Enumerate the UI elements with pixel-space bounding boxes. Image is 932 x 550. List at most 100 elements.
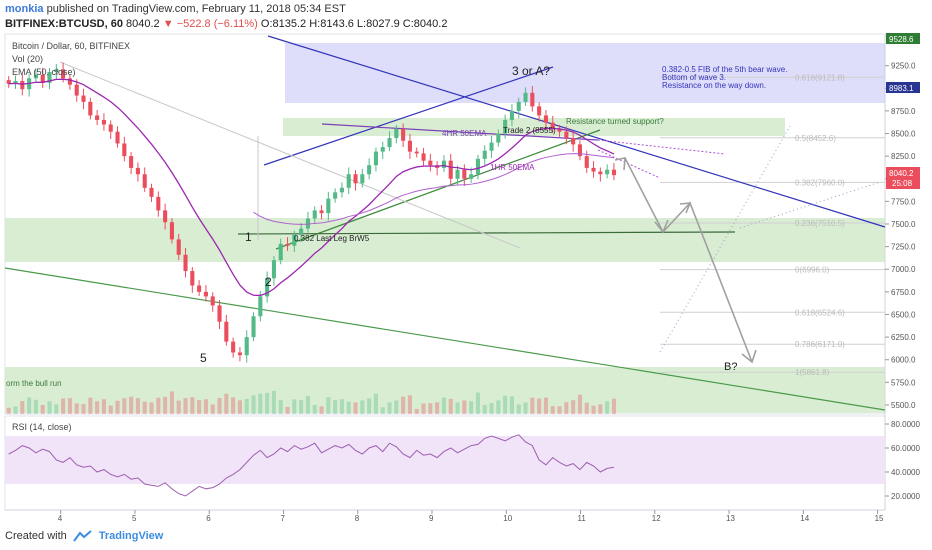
projection-path [614,157,757,364]
volume-bar [516,404,521,414]
volume-bar [231,397,236,414]
candle-body [441,160,446,168]
time-tick-label: 13 [726,514,735,523]
time-tick-label: 8 [355,514,360,523]
candle-body [414,151,419,154]
candle-body [475,158,480,175]
volume-bar [441,397,446,414]
time-tick-label: 14 [800,514,809,523]
tradingview-link[interactable]: TradingView [98,530,164,542]
candle-body [265,278,270,297]
candle-body [550,122,555,129]
candle-body [611,169,616,176]
wave-3-label: 3 or A? [512,64,550,78]
volume-bar [530,397,535,414]
candle-body [108,124,113,132]
candle-body [95,115,100,120]
support-zone-lower [5,367,885,413]
price-chart[interactable]: 0.618(9121.8) 0.5(8452.6) 0.382(7960.0) 0.2… [0,30,932,550]
volume-bar [571,400,576,414]
level-price-badge [886,82,920,93]
candle-body [135,167,140,175]
volume-bar [401,396,406,414]
volume-bar [407,395,412,414]
volume-bar [278,400,283,414]
level-price-text: 8983.1 [889,84,914,93]
author-link[interactable]: monkia [5,3,44,15]
volume-bar [183,398,188,414]
candle-body [74,84,79,96]
volume-bar [605,401,610,414]
ohlc-line: BITFINEX:BTCUSD, 60 8040.2 ▼ −522.8 (−6.… [5,18,447,30]
channel-upper-line [263,66,554,166]
volume-bar [210,404,215,414]
footer: Created with TradingView [5,530,163,542]
volume-bar [299,400,304,414]
falling-trendline [267,35,886,228]
fib-box-line-1: 0.382-0.5 FIB of the 5th bear wave. [662,65,787,74]
candle-body [224,321,229,342]
candle-body [197,285,202,292]
volume-bar [61,398,66,414]
candle-body [305,218,310,229]
candle-body [271,260,276,279]
volume-bar [496,400,501,414]
volume-bar [271,390,276,414]
volume-bar [81,404,86,414]
price-tick-label: 8250.0 [891,152,916,161]
fib-label: 1(5861.8) [795,368,830,377]
volume-bar [353,402,358,414]
candle-body [292,234,297,246]
volume-bar [373,393,378,414]
volume-bar [135,398,140,414]
price-tick-label: 5500.0 [891,401,916,410]
candle-body [516,101,521,111]
time-tick-label: 15 [875,514,884,523]
trendlines [4,35,886,411]
volume-bar [203,399,208,414]
price-tick-label: 8750.0 [891,107,916,116]
tradingview-logo-icon [72,530,92,542]
candle-body [54,69,59,72]
candle-body [455,169,460,179]
volume-bar [169,391,174,414]
volume-bar [224,393,229,414]
fib-label: 0.786(6171.0) [795,340,845,349]
time-tick-label: 4 [58,514,63,523]
last-leg-line [237,231,736,235]
diagonal-guide [59,61,521,249]
volume-bar [305,395,310,414]
candle-body [387,138,392,148]
candle-body [203,291,208,297]
candle-body [231,341,236,353]
volume-bar [13,406,18,414]
last-leg-label: 0.382 Last Leg BrW5 [294,234,370,243]
volume-bar [33,399,38,414]
candle-body [142,174,147,188]
fib-box-line-2: Bottom of wave 3. [662,73,726,82]
volume-bar [190,397,195,414]
candle-body [326,198,331,214]
volume-bar [108,405,113,414]
rsi-tick-label: 60.0000 [891,444,920,453]
wave-1-label: 1 [245,230,252,244]
volume-bar [598,404,603,414]
candle-body [360,174,365,184]
resistance-line [321,123,599,141]
support-zone-upper [283,118,785,136]
volume-bar [285,406,290,414]
fib-resistance-zone [285,43,885,103]
rsi-tick-label: 20.0000 [891,492,920,501]
rsi-line [8,434,615,497]
volume-bar [435,402,440,414]
volume-bar [47,401,52,414]
volume-bar [176,400,181,414]
candle-body [278,243,283,261]
volume-bar [149,402,154,414]
legend-vol: Vol (20) [12,54,43,64]
price-axis: 9250.09000.08750.08500.08250.08000.07750… [885,62,916,410]
fib-label: 0.5(8452.6) [795,134,836,143]
candle-body [489,142,494,151]
candle-body [169,222,174,240]
candle-body [61,69,66,79]
